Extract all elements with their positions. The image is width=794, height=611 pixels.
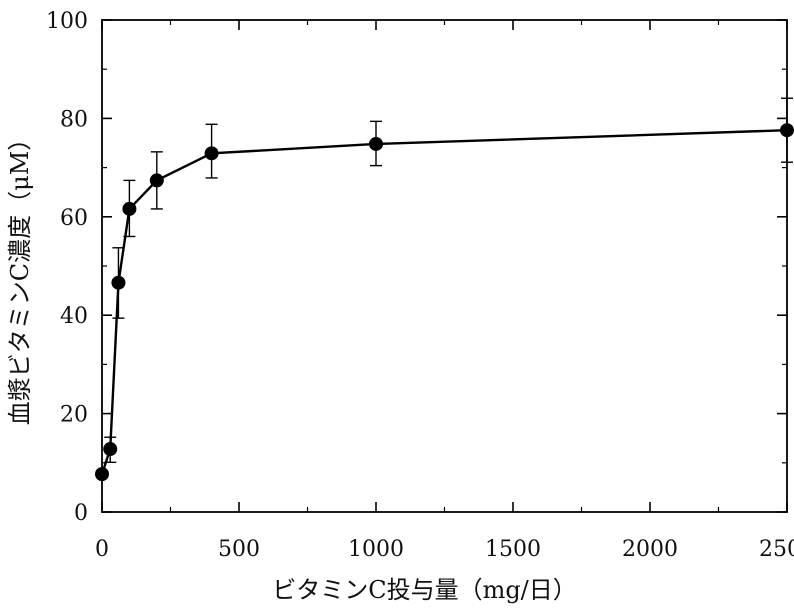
y-tick-label: 80 — [60, 107, 88, 132]
x-tick-label: 500 — [218, 537, 260, 562]
y-tick-label: 20 — [60, 403, 88, 428]
x-tick-label: 1500 — [485, 537, 541, 562]
y-axis: 0 20 40 60 80 100 — [46, 9, 787, 526]
x-tick-label: 2500 — [759, 537, 794, 562]
y-axis-title: 血漿ビタミンC濃度（μM） — [6, 127, 34, 426]
data-point — [369, 136, 383, 151]
data-points — [95, 123, 794, 482]
series-line — [100, 129, 788, 475]
data-point — [204, 146, 219, 161]
x-tick-label: 0 — [95, 537, 109, 562]
y-tick-label: 100 — [46, 9, 88, 34]
y-tick-label: 60 — [60, 206, 88, 231]
data-point — [122, 201, 137, 216]
x-axis-title: ビタミンC投与量（mg/日） — [272, 576, 577, 604]
plot-frame — [101, 19, 788, 513]
x-axis: 0 500 1000 1500 2000 2500 — [95, 20, 794, 562]
data-point — [149, 173, 164, 188]
y-tick-label: 0 — [74, 501, 88, 526]
data-point — [111, 275, 126, 290]
y-tick-label: 40 — [60, 304, 88, 329]
x-tick-label: 2000 — [622, 537, 678, 562]
x-tick-label: 1000 — [348, 537, 404, 562]
data-point — [103, 442, 118, 457]
